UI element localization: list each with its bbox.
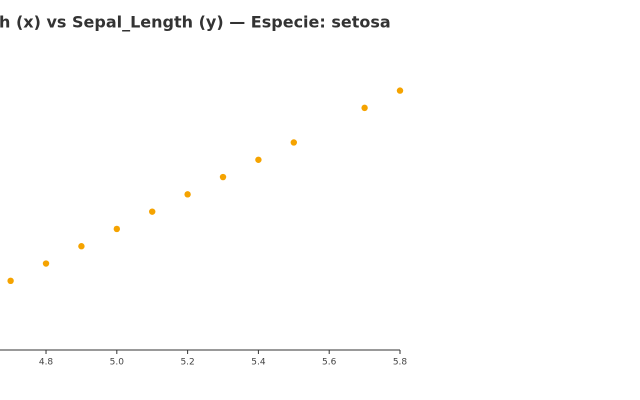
- point: [113, 225, 121, 233]
- point: [184, 191, 191, 198]
- point: [42, 260, 50, 267]
- point: [290, 139, 298, 146]
- point: [255, 156, 262, 163]
- point: [78, 243, 85, 250]
- point: [396, 87, 404, 94]
- chart-title: h (x) vs Sepal_Length (y) — Especie: set…: [0, 13, 391, 32]
- point: [7, 277, 14, 285]
- point: [219, 173, 227, 181]
- x-tick-label: 5.8: [393, 358, 408, 368]
- x-tick-label: 5.6: [322, 358, 337, 368]
- point: [361, 104, 368, 112]
- x-tick-label: 4.8: [39, 358, 54, 368]
- x-tick-label: 5.0: [110, 358, 125, 368]
- x-tick-label: 5.2: [180, 358, 194, 368]
- x-tick-label: 5.4: [251, 358, 266, 368]
- point: [149, 208, 156, 215]
